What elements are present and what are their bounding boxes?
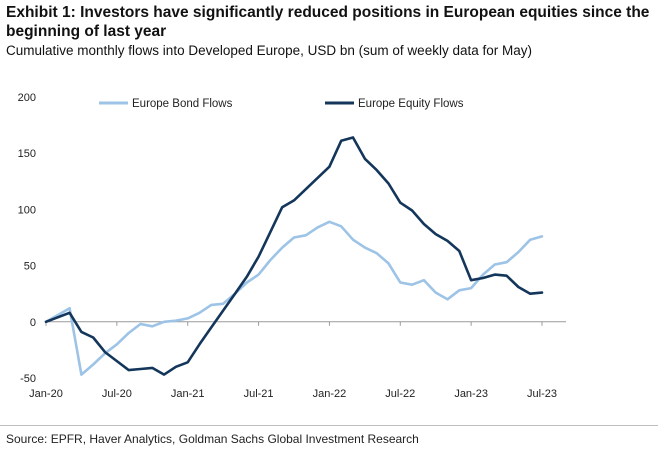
line-chart: -50 0 50 100 150 200 Jan-20 Jul-20 Jan-21 Jul-21 J… <box>18 92 566 400</box>
x-tick-label: Jan-21 <box>171 388 205 400</box>
y-tick-label: 150 <box>18 148 36 160</box>
x-tick-label: Jan-22 <box>313 388 347 400</box>
series-layer <box>44 136 544 376</box>
legend-label: Europe Equity Flows <box>358 98 464 110</box>
chart-legend: Europe Bond Flows Europe Equity Flows <box>99 98 464 110</box>
x-tick-label: Jul-21 <box>244 388 274 400</box>
x-tick-label: Jul-23 <box>527 388 557 400</box>
chart-subtitle: Cumulative monthly flows into Developed … <box>6 43 532 58</box>
y-tick-label: 50 <box>24 261 36 273</box>
series-line-europe-equity-flows <box>44 136 544 376</box>
y-tick-label: 100 <box>18 204 36 216</box>
x-tick-label: Jul-22 <box>385 388 415 400</box>
chart-axes: -50 0 50 100 150 200 Jan-20 Jul-20 Jan-21 Jul-21 J… <box>18 92 566 400</box>
source-divider <box>0 425 658 426</box>
y-tick-label: 0 <box>30 317 36 329</box>
chart-title: Exhibit 1: Investors have significantly … <box>6 4 650 40</box>
x-tick-label: Jul-20 <box>102 388 132 400</box>
series-line-europe-bond-flows <box>44 220 544 376</box>
x-tick-label: Jan-20 <box>29 388 63 400</box>
y-tick-label: -50 <box>20 373 36 385</box>
x-tick-label: Jan-23 <box>454 388 488 400</box>
y-tick-label: 200 <box>18 92 36 104</box>
legend-label: Europe Bond Flows <box>132 98 233 110</box>
source-note: Source: EPFR, Haver Analytics, Goldman S… <box>6 432 419 446</box>
